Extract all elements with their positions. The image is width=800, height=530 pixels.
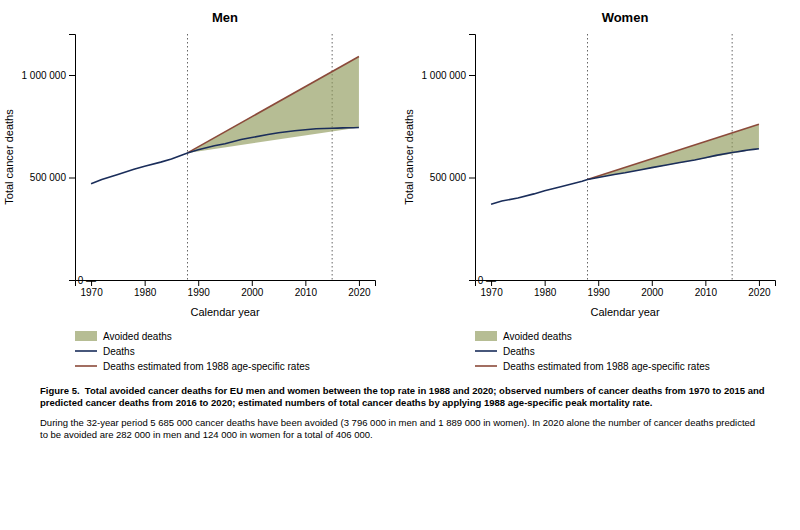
tick: 2000 [241, 280, 264, 298]
tick-label: 1 000 000 [22, 70, 67, 81]
tick-mark [69, 75, 75, 76]
tick: 2020 [348, 280, 371, 298]
x-axis: 1970 1980 1990 2000 2010 2020 [76, 280, 376, 298]
axis-line [469, 35, 476, 281]
x-axis-title: Calendar year [190, 306, 259, 318]
figure: 1970 1980 1990 2000 2010 2020 500 000 1 000 000… [0, 0, 800, 530]
legend-label: Avoided deaths [103, 331, 172, 342]
tick-mark [545, 280, 546, 286]
tick-mark [252, 280, 253, 286]
y-axis-title: Total cancer deaths [3, 109, 15, 205]
tick-mark [469, 178, 475, 179]
line [188, 57, 359, 153]
legend-item: Deaths estimated from 1988 age-specific … [75, 361, 310, 372]
tick-label: 1970 [480, 287, 503, 298]
tick-label: 1980 [134, 287, 157, 298]
legend-label: Deaths [103, 346, 135, 357]
caption-line: Figure 5. Total avoided cancer deaths fo… [40, 385, 765, 396]
tick: 500 000 [430, 172, 475, 183]
tick: 1980 [134, 280, 157, 298]
x-axis: 1970 1980 1990 2000 2010 2020 [476, 280, 776, 298]
tick: 2010 [695, 280, 718, 298]
tick: 1 000 000 [422, 70, 476, 81]
tick: 1 000 000 [22, 70, 76, 81]
annotation: 0 — [478, 275, 496, 286]
tick-mark [652, 280, 653, 286]
chart-title: Men [212, 10, 238, 25]
y-axis-title: Total cancer deaths [403, 109, 415, 205]
panel: 1970 1980 1990 2000 2010 2020 500 000 1 000 000… [403, 10, 776, 372]
reference-line [732, 34, 733, 280]
tick-label: 1990 [588, 287, 611, 298]
legend-swatch [475, 350, 497, 352]
tick-mark [359, 280, 360, 286]
tick-mark [305, 280, 306, 286]
tick-label: 2020 [748, 287, 771, 298]
reference-line [587, 34, 588, 280]
legend-swatch [75, 365, 97, 367]
tick-label: 500 000 [430, 172, 467, 183]
axis-line [76, 281, 376, 287]
tick-label: 2010 [695, 287, 718, 298]
area [188, 57, 359, 153]
tick-mark [598, 280, 599, 286]
caption-line: to be avoided are 282 000 in men and 124… [40, 429, 373, 440]
axis-line [476, 281, 776, 287]
tick: 2020 [748, 280, 771, 298]
y-axis: 500 000 1 000 000 [422, 35, 476, 281]
tick-label: 2000 [641, 287, 664, 298]
axis-line [69, 35, 76, 281]
tick: 2000 [641, 280, 664, 298]
caption-line: predicted cancer deaths from 2016 to 202… [40, 397, 652, 408]
legend-item: Deaths [75, 346, 135, 357]
y-axis: 500 000 1 000 000 [22, 35, 76, 281]
legend: Avoided deaths Deaths Deaths estimated fro… [75, 331, 310, 372]
legend-swatch [75, 350, 97, 352]
legend-swatch [475, 331, 497, 341]
tick-label: 500 000 [30, 172, 67, 183]
legend-item: Avoided deaths [475, 331, 572, 342]
caption-title: Figure 5. Total avoided cancer deaths fo… [40, 385, 765, 408]
legend-item: Deaths [475, 346, 535, 357]
plot-area [491, 34, 759, 280]
tick: 1990 [188, 280, 211, 298]
legend-label: Avoided deaths [503, 331, 572, 342]
tick: 1980 [534, 280, 557, 298]
tick-mark [705, 280, 706, 286]
legend-swatch [475, 365, 497, 367]
tick-label: 1980 [534, 287, 557, 298]
legend-item: Deaths estimated from 1988 age-specific … [475, 361, 710, 372]
legend-label: Deaths estimated from 1988 age-specific … [503, 361, 710, 372]
tick-mark [145, 280, 146, 286]
tick-label: 2020 [348, 287, 371, 298]
tick-mark [469, 75, 475, 76]
chart-title: Women [602, 10, 649, 25]
line [91, 127, 359, 183]
legend: Avoided deaths Deaths Deaths estimated fro… [475, 331, 710, 372]
tick-mark [198, 280, 199, 286]
tick-label: 1970 [80, 287, 103, 298]
reference-line [187, 34, 188, 280]
tick-label: 2010 [295, 287, 318, 298]
tick-mark [69, 178, 75, 179]
caption-line: During the 32-year period 5 685 000 canc… [40, 417, 755, 428]
panel: 1970 1980 1990 2000 2010 2020 500 000 1 000 000… [3, 10, 376, 372]
tick-label: 1990 [188, 287, 211, 298]
annotation: 0 — [78, 275, 96, 286]
tick-label: 2000 [241, 287, 264, 298]
x-axis-title: Calendar year [590, 306, 659, 318]
tick: 500 000 [30, 172, 75, 183]
caption-text: During the 32-year period 5 685 000 canc… [40, 417, 755, 440]
tick: 1990 [588, 280, 611, 298]
tick-label: 1 000 000 [422, 70, 467, 81]
legend-label: Deaths estimated from 1988 age-specific … [103, 361, 310, 372]
legend-swatch [75, 331, 97, 341]
plot-area [91, 34, 359, 280]
tick: 2010 [295, 280, 318, 298]
legend-label: Deaths [503, 346, 535, 357]
tick-mark [759, 280, 760, 286]
line [491, 149, 759, 204]
legend-item: Avoided deaths [75, 331, 172, 342]
